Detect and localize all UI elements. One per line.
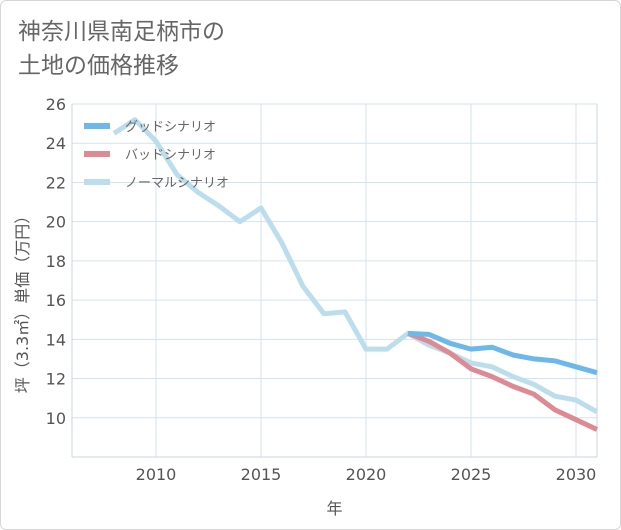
- y-tick-label: 10: [46, 409, 66, 428]
- legend-label-1: グッドシナリオ: [125, 120, 216, 135]
- series-line-2: [407, 331, 599, 432]
- y-tick-label: 20: [46, 213, 66, 232]
- y-tick-label: 24: [46, 134, 66, 153]
- chart-title: 神奈川県南足柄市の 土地の価格推移: [18, 15, 418, 83]
- y-tick-labels: 10 12 14 16 18 20 22 24 26: [46, 95, 66, 428]
- x-tick-label: 2030: [556, 465, 597, 484]
- series-lines: [112, 117, 599, 432]
- legend-label-2: バッドシナリオ: [125, 148, 216, 163]
- plot-area: [71, 104, 598, 458]
- x-tick-label: 2015: [241, 465, 282, 484]
- x-tick-label: 2025: [451, 465, 492, 484]
- y-tick-label: 12: [46, 370, 66, 389]
- series-line-1: [407, 330, 598, 376]
- y-tick-label: 26: [46, 95, 66, 114]
- series-line-3: [112, 117, 599, 415]
- legend-label-3: ノーマルシナリオ: [125, 176, 229, 191]
- chart-title-line-1: 神奈川県南足柄市の: [18, 19, 225, 45]
- chart-title-line-2: 土地の価格推移: [18, 53, 179, 79]
- y-tick-label: 22: [46, 173, 66, 192]
- y-tick-label: 14: [46, 330, 66, 349]
- y-tick-label: 16: [46, 291, 66, 310]
- x-tick-label: 2020: [346, 465, 387, 484]
- x-axis-title: 年: [326, 499, 342, 518]
- y-tick-label: 18: [46, 252, 66, 271]
- x-tick-label: 2010: [136, 465, 177, 484]
- y-axis-title: 坪（3.3㎡）単価（万円）: [13, 208, 32, 393]
- x-tick-labels: 2010 2015 2020 2025 2030: [136, 465, 597, 484]
